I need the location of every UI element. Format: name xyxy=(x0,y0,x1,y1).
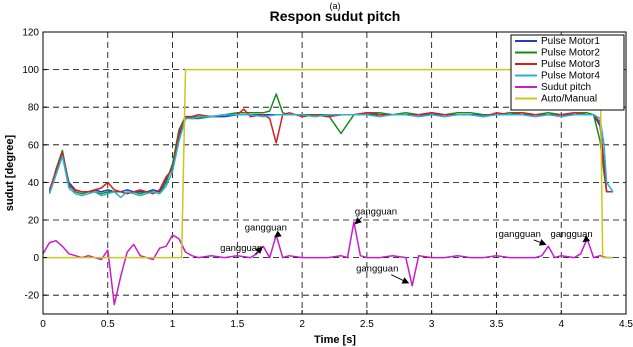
y-tick-label: 60 xyxy=(28,140,40,151)
annotation-arrow xyxy=(582,235,591,243)
x-tick-label: 4.5 xyxy=(619,319,633,330)
annotation-arrow xyxy=(391,274,410,284)
annotation-label: gangguan xyxy=(356,264,398,275)
legend-label: Auto/Manual xyxy=(541,94,597,105)
annotation-label: gangguan xyxy=(550,229,592,240)
y-tick-label: 120 xyxy=(22,28,39,39)
annotation-label: gangguan xyxy=(499,229,541,240)
x-tick-label: 1 xyxy=(170,319,176,330)
legend-label: Pulse Motor1 xyxy=(541,36,600,47)
x-tick-label: 3.5 xyxy=(489,319,503,330)
annotation-label: gangguan xyxy=(220,243,262,254)
legend-label: Sudut pitch xyxy=(541,82,591,93)
annotation-arrow xyxy=(274,230,282,238)
series-group xyxy=(42,68,614,306)
annotation-group: gangguan gangguan gangguan gangguan gangguan… xyxy=(220,206,593,284)
legend-label: Pulse Motor4 xyxy=(541,71,600,82)
axis-ticks: 0 0.5 1 1.5 2 2.5 3 3.5 4 4.5 -20 0 20 40 60 80 100 120 xyxy=(22,28,633,331)
y-tick-label: 0 xyxy=(33,253,39,264)
annotation-arrow xyxy=(354,217,363,225)
x-tick-label: 0.5 xyxy=(101,319,115,330)
annotation-arrow xyxy=(254,246,263,255)
y-tick-label: 40 xyxy=(28,178,40,189)
y-axis-label: sudut [degree] xyxy=(4,134,16,211)
x-axis-label: Time [s] xyxy=(314,334,356,346)
x-tick-label: 2 xyxy=(299,319,305,330)
x-tick-label: 1.5 xyxy=(230,319,244,330)
series-line-3 xyxy=(48,113,614,199)
series-line-5 xyxy=(43,68,613,259)
x-tick-label: 4 xyxy=(558,319,564,330)
y-tick-label: 100 xyxy=(22,65,39,76)
chart-caption: (a) xyxy=(330,1,341,11)
y-tick-label: 80 xyxy=(28,103,40,114)
annotation-arrow xyxy=(533,239,547,246)
plot-frame xyxy=(42,31,627,315)
legend-label: Pulse Motor2 xyxy=(541,48,600,59)
legend-label: Pulse Motor3 xyxy=(541,59,600,70)
series-line-4 xyxy=(42,221,613,306)
series-line-2 xyxy=(48,108,613,195)
annotation-label: gangguan xyxy=(245,222,287,233)
annotation-label: gangguan xyxy=(355,206,397,217)
x-tick-label: 0 xyxy=(40,319,46,330)
y-tick-label: -20 xyxy=(25,291,40,302)
chart-title: Respon sudut pitch xyxy=(270,8,401,24)
x-tick-label: 2.5 xyxy=(360,319,374,330)
x-tick-label: 3 xyxy=(429,319,435,330)
y-tick-label: 20 xyxy=(28,216,40,227)
